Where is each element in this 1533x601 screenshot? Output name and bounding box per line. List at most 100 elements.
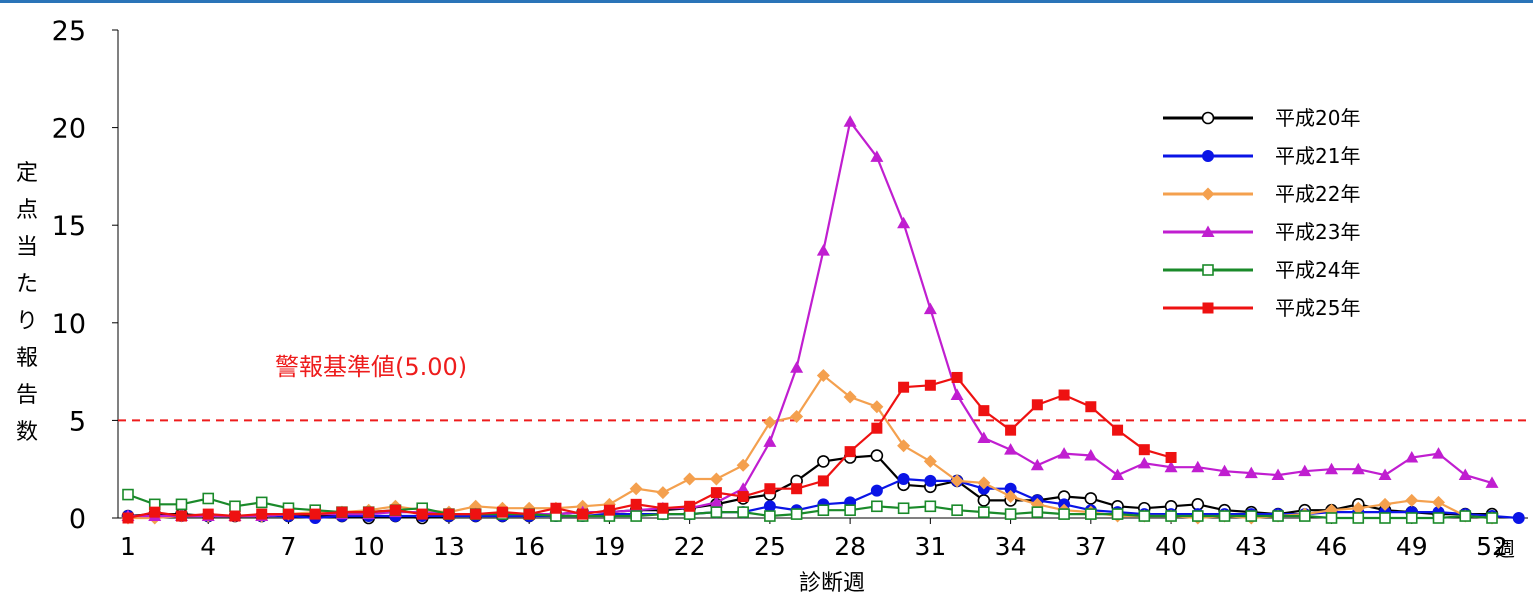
x-tick-label: 7 [281, 532, 297, 561]
data-point [924, 474, 937, 487]
data-point [577, 508, 589, 520]
data-point [843, 115, 857, 127]
data-point [1405, 450, 1419, 463]
y-tick-label: 10 [52, 309, 86, 340]
y-tick-label: 25 [52, 16, 86, 47]
y-tick-label: 20 [52, 114, 86, 145]
data-point [1298, 464, 1312, 477]
x-tick-label: 49 [1396, 532, 1428, 561]
data-point [1325, 503, 1339, 517]
data-point [1485, 476, 1499, 488]
data-point [790, 508, 803, 520]
data-point [229, 510, 241, 522]
data-point [870, 150, 884, 162]
data-point [122, 488, 134, 501]
legend-entry: 平成20年 [1163, 106, 1360, 130]
data-point [202, 508, 214, 520]
data-point [764, 483, 776, 495]
data-point [684, 500, 696, 512]
data-point [443, 508, 455, 520]
data-point [950, 388, 964, 401]
data-point [1458, 468, 1472, 481]
data-point [978, 405, 990, 417]
data-point [978, 506, 990, 518]
data-point [898, 381, 910, 393]
data-point [1112, 424, 1124, 436]
x-tick-label: 43 [1235, 532, 1267, 561]
legend-entry: 平成24年 [1163, 258, 1360, 282]
data-point [255, 496, 268, 509]
data-point [1378, 497, 1392, 511]
legend-label: 平成23年 [1275, 220, 1360, 244]
legend-marker [1201, 225, 1215, 237]
data-point [122, 512, 134, 524]
data-point [1325, 462, 1339, 475]
data-point [389, 504, 401, 516]
x-axis-title: 診断週 [799, 571, 865, 596]
data-point [977, 494, 991, 507]
data-point [1218, 510, 1231, 522]
x-axis-unit: 週 [1495, 537, 1515, 561]
data-point [1057, 447, 1071, 459]
data-point [736, 458, 750, 472]
data-point [1165, 510, 1177, 522]
data-point [923, 302, 937, 315]
x-tick-label: 19 [594, 532, 626, 561]
data-point [1405, 512, 1418, 524]
data-point [1084, 449, 1098, 461]
data-point [363, 506, 375, 518]
data-point [603, 504, 615, 516]
data-point [1405, 493, 1419, 507]
data-point [897, 439, 911, 453]
data-point [1004, 490, 1018, 504]
x-tick-label: 25 [754, 532, 786, 561]
legend-marker [1201, 187, 1215, 201]
axis-labels: 診断週 週 定点当たり報告数 [16, 161, 1515, 596]
data-point [175, 498, 188, 511]
data-point [1191, 460, 1205, 473]
data-point [1005, 424, 1017, 436]
x-tick-label: 40 [1155, 532, 1187, 561]
data-point [1138, 444, 1150, 456]
data-point [1058, 389, 1070, 401]
data-point [229, 500, 241, 513]
data-point [1165, 451, 1177, 463]
y-tick-label: 0 [69, 504, 86, 535]
data-point [683, 472, 697, 486]
data-point [175, 510, 187, 522]
data-point [791, 483, 803, 495]
data-point [816, 369, 830, 383]
data-point [817, 504, 830, 516]
data-point [1192, 510, 1204, 522]
data-point [736, 482, 750, 494]
data-point [1272, 510, 1284, 522]
data-point [950, 474, 964, 488]
x-tick-label: 4 [200, 532, 216, 561]
data-point [871, 500, 883, 513]
data-point [1459, 510, 1472, 522]
data-point [1325, 512, 1338, 524]
x-tick-label: 1 [120, 532, 136, 561]
data-point [630, 510, 642, 522]
data-point [1031, 506, 1044, 518]
legend-marker [1202, 302, 1214, 314]
data-point [843, 390, 857, 404]
data-point [469, 499, 483, 513]
data-point [924, 500, 937, 513]
x-tick-label: 31 [914, 532, 946, 561]
data-point [1058, 508, 1070, 520]
data-point [1031, 399, 1043, 411]
y-tick-label: 15 [52, 211, 86, 242]
data-point [1351, 501, 1365, 515]
data-point [416, 508, 428, 520]
x-tick-label: 52 [1476, 532, 1508, 561]
legend-label: 平成25年 [1275, 296, 1360, 320]
data-point [763, 435, 777, 447]
data-point [1351, 462, 1365, 475]
series-line [127, 376, 1172, 520]
series-group [121, 115, 1525, 525]
y-axis-title: 定点当たり報告数 [16, 161, 38, 445]
data-point [737, 491, 749, 503]
data-point [149, 506, 161, 518]
data-point [336, 506, 348, 518]
